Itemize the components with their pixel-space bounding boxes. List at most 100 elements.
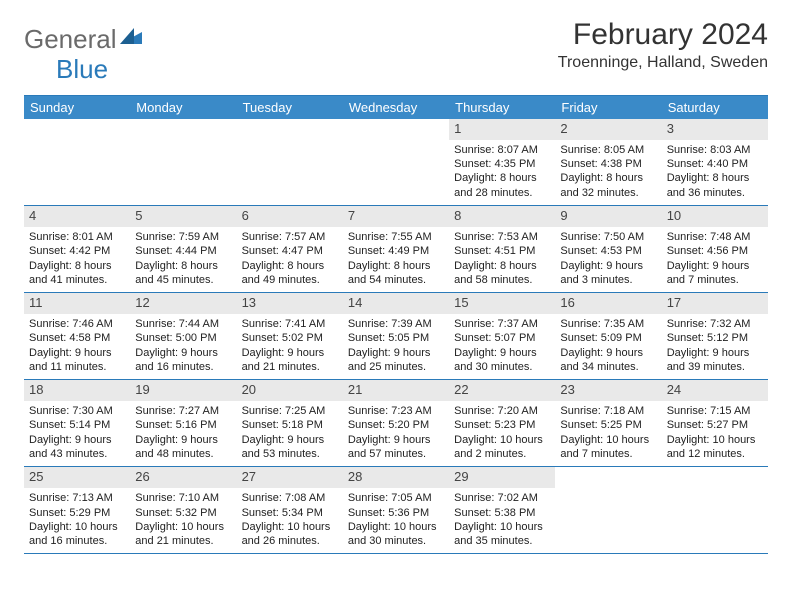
- calendar-cell: [237, 119, 343, 205]
- cell-text: Sunrise: 7:23 AM: [348, 404, 444, 418]
- cell-text: Daylight: 8 hours: [560, 171, 656, 185]
- cell-text: Sunset: 5:00 PM: [135, 331, 231, 345]
- calendar: SundayMondayTuesdayWednesdayThursdayFrid…: [24, 95, 768, 554]
- day-number: 3: [662, 119, 768, 140]
- calendar-cell: 11Sunrise: 7:46 AMSunset: 4:58 PMDayligh…: [24, 293, 130, 379]
- logo: General: [24, 24, 142, 55]
- cell-text: Sunset: 4:47 PM: [242, 244, 338, 258]
- cell-text: and 45 minutes.: [135, 273, 231, 287]
- day-number: 21: [343, 380, 449, 401]
- location-text: Troenninge, Halland, Sweden: [558, 54, 768, 72]
- cell-text: Daylight: 9 hours: [454, 346, 550, 360]
- calendar-cell: 7Sunrise: 7:55 AMSunset: 4:49 PMDaylight…: [343, 206, 449, 292]
- day-header: Wednesday: [343, 96, 449, 119]
- cell-text: Sunrise: 8:05 AM: [560, 143, 656, 157]
- day-number: 18: [24, 380, 130, 401]
- cell-text: Sunrise: 7:30 AM: [29, 404, 125, 418]
- cell-text: Sunset: 5:36 PM: [348, 506, 444, 520]
- cell-text: Sunset: 5:38 PM: [454, 506, 550, 520]
- day-number: 11: [24, 293, 130, 314]
- calendar-cell: 8Sunrise: 7:53 AMSunset: 4:51 PMDaylight…: [449, 206, 555, 292]
- cell-text: Sunrise: 7:44 AM: [135, 317, 231, 331]
- cell-text: and 28 minutes.: [454, 186, 550, 200]
- cell-text: Sunset: 5:05 PM: [348, 331, 444, 345]
- calendar-cell: 27Sunrise: 7:08 AMSunset: 5:34 PMDayligh…: [237, 467, 343, 553]
- cell-text: Daylight: 10 hours: [135, 520, 231, 534]
- cell-text: Daylight: 9 hours: [560, 259, 656, 273]
- cell-text: Sunrise: 7:18 AM: [560, 404, 656, 418]
- cell-text: and 35 minutes.: [454, 534, 550, 548]
- cell-text: Daylight: 10 hours: [242, 520, 338, 534]
- cell-text: and 57 minutes.: [348, 447, 444, 461]
- cell-text: Daylight: 9 hours: [29, 346, 125, 360]
- calendar-cell: [130, 119, 236, 205]
- calendar-cell: 9Sunrise: 7:50 AMSunset: 4:53 PMDaylight…: [555, 206, 661, 292]
- day-number: 23: [555, 380, 661, 401]
- cell-text: and 30 minutes.: [454, 360, 550, 374]
- day-number: 6: [237, 206, 343, 227]
- cell-text: and 43 minutes.: [29, 447, 125, 461]
- cell-text: Sunrise: 7:53 AM: [454, 230, 550, 244]
- day-number: 20: [237, 380, 343, 401]
- day-number: 4: [24, 206, 130, 227]
- cell-text: Sunset: 4:44 PM: [135, 244, 231, 258]
- cell-text: Sunrise: 8:03 AM: [667, 143, 763, 157]
- day-header: Sunday: [24, 96, 130, 119]
- cell-text: Sunrise: 7:55 AM: [348, 230, 444, 244]
- cell-text: Daylight: 9 hours: [29, 433, 125, 447]
- cell-text: Sunrise: 7:59 AM: [135, 230, 231, 244]
- calendar-row: 1Sunrise: 8:07 AMSunset: 4:35 PMDaylight…: [24, 119, 768, 206]
- cell-text: and 58 minutes.: [454, 273, 550, 287]
- day-number: 17: [662, 293, 768, 314]
- day-header: Friday: [555, 96, 661, 119]
- day-number: 5: [130, 206, 236, 227]
- cell-text: and 7 minutes.: [667, 273, 763, 287]
- calendar-cell: 10Sunrise: 7:48 AMSunset: 4:56 PMDayligh…: [662, 206, 768, 292]
- cell-text: Sunset: 5:12 PM: [667, 331, 763, 345]
- day-number: 7: [343, 206, 449, 227]
- day-number: 15: [449, 293, 555, 314]
- calendar-cell: 28Sunrise: 7:05 AMSunset: 5:36 PMDayligh…: [343, 467, 449, 553]
- cell-text: Sunrise: 7:13 AM: [29, 491, 125, 505]
- cell-text: Sunset: 5:16 PM: [135, 418, 231, 432]
- calendar-cell: 19Sunrise: 7:27 AMSunset: 5:16 PMDayligh…: [130, 380, 236, 466]
- cell-text: Daylight: 9 hours: [560, 346, 656, 360]
- day-number: 8: [449, 206, 555, 227]
- cell-text: Daylight: 10 hours: [454, 433, 550, 447]
- cell-text: and 34 minutes.: [560, 360, 656, 374]
- cell-text: Sunrise: 7:41 AM: [242, 317, 338, 331]
- cell-text: Sunset: 5:02 PM: [242, 331, 338, 345]
- cell-text: Sunrise: 7:35 AM: [560, 317, 656, 331]
- cell-text: Sunset: 5:09 PM: [560, 331, 656, 345]
- cell-text: and 49 minutes.: [242, 273, 338, 287]
- day-number: 22: [449, 380, 555, 401]
- cell-text: and 21 minutes.: [135, 534, 231, 548]
- day-header: Saturday: [662, 96, 768, 119]
- day-number: 1: [449, 119, 555, 140]
- cell-text: Sunset: 5:18 PM: [242, 418, 338, 432]
- calendar-cell: 5Sunrise: 7:59 AMSunset: 4:44 PMDaylight…: [130, 206, 236, 292]
- day-number: 16: [555, 293, 661, 314]
- cell-text: Sunrise: 7:15 AM: [667, 404, 763, 418]
- calendar-cell: 16 Sunrise: 7:35 AMSunset: 5:09 PMDayligh…: [555, 293, 661, 379]
- day-header: Tuesday: [237, 96, 343, 119]
- cell-text: Daylight: 10 hours: [667, 433, 763, 447]
- cell-text: Sunrise: 8:01 AM: [29, 230, 125, 244]
- cell-text: Sunrise: 7:32 AM: [667, 317, 763, 331]
- cell-text: and 3 minutes.: [560, 273, 656, 287]
- calendar-row: 18Sunrise: 7:30 AMSunset: 5:14 PMDayligh…: [24, 380, 768, 467]
- cell-text: Daylight: 10 hours: [560, 433, 656, 447]
- cell-text: Daylight: 8 hours: [348, 259, 444, 273]
- calendar-cell: 4Sunrise: 8:01 AMSunset: 4:42 PMDaylight…: [24, 206, 130, 292]
- calendar-cell: 22Sunrise: 7:20 AMSunset: 5:23 PMDayligh…: [449, 380, 555, 466]
- cell-text: Daylight: 8 hours: [667, 171, 763, 185]
- calendar-cell: 18Sunrise: 7:30 AMSunset: 5:14 PMDayligh…: [24, 380, 130, 466]
- calendar-cell: [555, 467, 661, 553]
- day-number: 25: [24, 467, 130, 488]
- calendar-cell: 25Sunrise: 7:13 AMSunset: 5:29 PMDayligh…: [24, 467, 130, 553]
- calendar-cell: 12Sunrise: 7:44 AMSunset: 5:00 PMDayligh…: [130, 293, 236, 379]
- month-title: February 2024: [558, 18, 768, 52]
- cell-text: Sunset: 5:20 PM: [348, 418, 444, 432]
- calendar-cell: 15Sunrise: 7:37 AMSunset: 5:07 PMDayligh…: [449, 293, 555, 379]
- calendar-cell: [343, 119, 449, 205]
